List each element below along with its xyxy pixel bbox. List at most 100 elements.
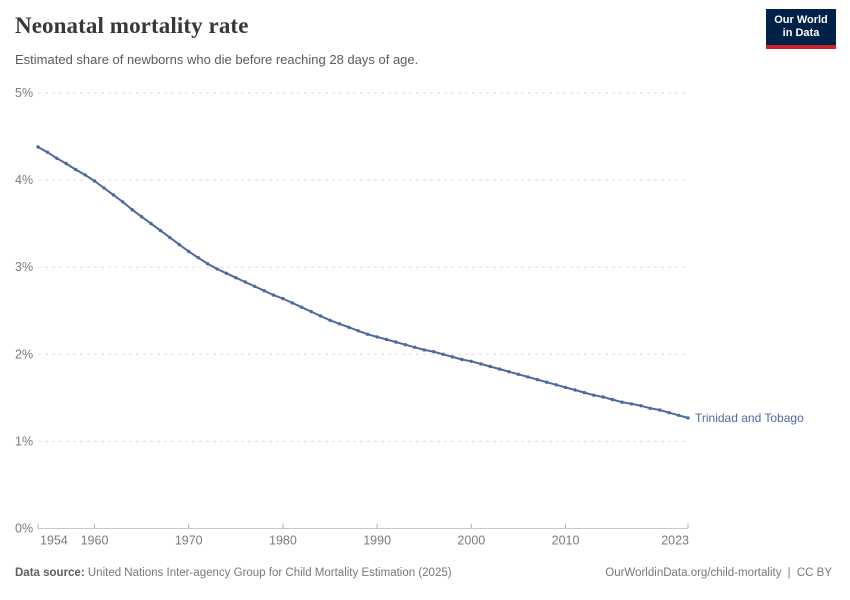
data-point-marker bbox=[92, 179, 97, 183]
data-point-marker bbox=[639, 404, 643, 408]
data-point-marker bbox=[281, 296, 285, 301]
data-point-marker bbox=[497, 367, 502, 371]
data-point-marker bbox=[205, 262, 210, 266]
data-point-marker bbox=[592, 393, 596, 397]
data-point-marker bbox=[384, 337, 389, 342]
data-point-marker bbox=[403, 343, 408, 347]
data-point-marker bbox=[648, 406, 652, 410]
data-point-marker bbox=[394, 340, 398, 344]
data-point-marker bbox=[158, 228, 163, 233]
data-point-marker bbox=[224, 271, 229, 275]
x-axis-tick-label: 1954 bbox=[40, 534, 68, 548]
y-axis-tick-label: 5% bbox=[15, 86, 33, 100]
data-point-marker bbox=[460, 357, 464, 362]
x-axis-tick-label: 1960 bbox=[81, 534, 109, 548]
data-point-marker bbox=[102, 186, 106, 190]
license-badge: CC BY bbox=[796, 567, 832, 579]
owid-logo[interactable]: Our World in Data bbox=[766, 9, 836, 49]
data-point-marker bbox=[620, 400, 624, 404]
data-point-marker bbox=[413, 345, 417, 349]
data-point-marker bbox=[196, 255, 200, 260]
data-point-marker bbox=[139, 215, 144, 219]
data-point-marker bbox=[375, 335, 379, 339]
data-point-marker bbox=[328, 318, 332, 322]
x-axis-tick-label: 2000 bbox=[457, 534, 485, 548]
data-point-marker bbox=[658, 408, 662, 412]
data-point-marker bbox=[168, 235, 172, 240]
x-axis-tick-label: 1990 bbox=[363, 534, 391, 548]
y-axis-tick-label: 2% bbox=[15, 347, 33, 361]
data-point-marker bbox=[432, 350, 436, 354]
data-point-marker bbox=[234, 276, 238, 280]
data-point-marker bbox=[74, 167, 78, 172]
data-point-marker bbox=[545, 380, 549, 384]
y-axis-tick-label: 4% bbox=[15, 173, 33, 187]
data-point-marker bbox=[507, 370, 511, 374]
data-point-marker bbox=[469, 359, 473, 363]
x-axis-tick-label: 1970 bbox=[175, 534, 203, 548]
data-point-marker bbox=[309, 309, 313, 314]
data-point-marker bbox=[554, 383, 558, 387]
data-point-marker bbox=[667, 411, 671, 415]
data-point-marker bbox=[356, 329, 360, 333]
footer-separator: | bbox=[784, 567, 794, 579]
footer-credits: OurWorldinData.org/child-mortality | CC … bbox=[605, 567, 832, 579]
data-source-text: United Nations Inter-agency Group for Ch… bbox=[87, 567, 452, 579]
y-axis-tick-label: 3% bbox=[15, 260, 33, 274]
x-axis-tick-label: 2023 bbox=[661, 534, 689, 548]
y-axis-tick-label: 1% bbox=[15, 434, 33, 448]
x-axis-tick-label: 1980 bbox=[269, 534, 297, 548]
data-point-marker bbox=[149, 221, 153, 226]
data-point-marker bbox=[300, 305, 304, 309]
data-line bbox=[37, 146, 689, 419]
data-point-marker bbox=[130, 208, 134, 212]
data-point-marker bbox=[441, 352, 445, 356]
data-point-marker bbox=[121, 200, 125, 204]
data-point-marker bbox=[45, 150, 50, 154]
data-point-marker bbox=[215, 267, 219, 271]
data-point-marker bbox=[516, 372, 521, 376]
data-point-marker bbox=[253, 284, 257, 289]
data-point-marker bbox=[271, 293, 276, 297]
data-point-marker bbox=[629, 402, 634, 406]
data-point-marker bbox=[610, 397, 615, 402]
data-point-marker bbox=[582, 390, 587, 395]
owid-url-link[interactable]: OurWorldinData.org/child-mortality bbox=[605, 567, 782, 579]
data-point-marker bbox=[337, 322, 342, 326]
owid-logo-line1: Our World bbox=[774, 14, 828, 26]
x-axis-tick-label: 2010 bbox=[552, 534, 580, 548]
data-point-marker bbox=[64, 161, 69, 166]
data-point-marker bbox=[83, 173, 87, 177]
data-source-label: Data source: bbox=[15, 567, 85, 579]
data-point-marker bbox=[243, 280, 247, 284]
data-point-marker bbox=[450, 355, 455, 359]
owid-logo-text: Our World in Data bbox=[774, 14, 828, 40]
y-axis-tick-label: 0% bbox=[15, 522, 33, 536]
data-point-marker bbox=[262, 289, 266, 293]
data-point-marker bbox=[526, 375, 530, 379]
data-point-marker bbox=[318, 314, 323, 318]
data-point-marker bbox=[111, 193, 116, 197]
data-point-marker bbox=[563, 385, 568, 390]
data-point-marker bbox=[686, 416, 690, 420]
data-point-marker bbox=[573, 388, 577, 392]
entity-label: Trinidad and Tobago bbox=[695, 411, 804, 425]
page-subtitle: Estimated share of newborns who die befo… bbox=[15, 52, 419, 67]
data-point-marker bbox=[187, 249, 191, 254]
chart-footer: Data source: United Nations Inter-agency… bbox=[15, 567, 832, 579]
owid-logo-line2: in Data bbox=[782, 27, 820, 39]
data-point-marker bbox=[535, 377, 539, 382]
data-point-marker bbox=[488, 364, 492, 369]
data-point-marker bbox=[290, 301, 294, 305]
data-point-marker bbox=[55, 156, 59, 160]
data-source-note: Data source: United Nations Inter-agency… bbox=[15, 567, 452, 579]
data-point-marker bbox=[676, 413, 681, 417]
data-point-marker bbox=[36, 145, 40, 149]
page-title: Neonatal mortality rate bbox=[15, 13, 249, 38]
data-point-marker bbox=[347, 325, 351, 329]
data-point-marker bbox=[177, 242, 181, 247]
data-point-marker bbox=[601, 395, 605, 399]
data-point-marker bbox=[422, 348, 426, 352]
